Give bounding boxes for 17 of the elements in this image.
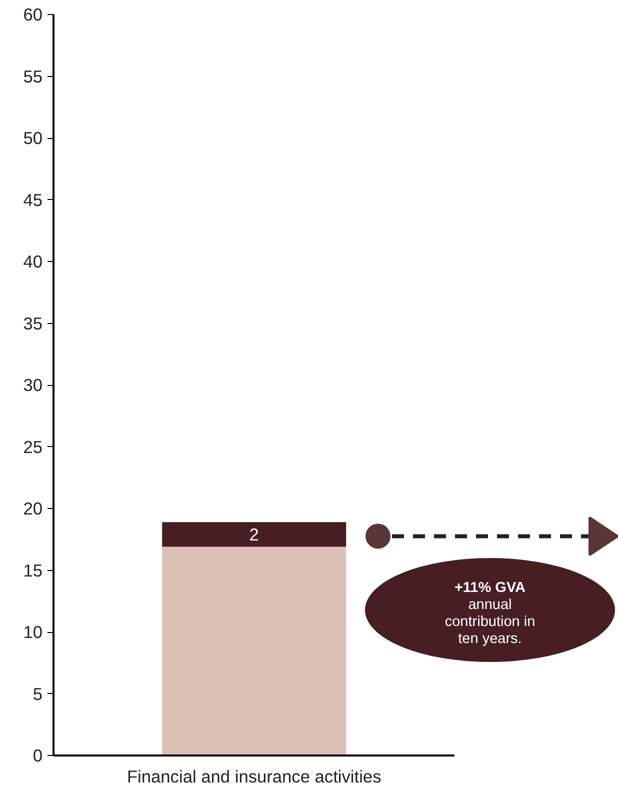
x-tick-label: Financial and insurance activities	[126, 766, 382, 786]
y-tick-label: 45	[23, 190, 43, 210]
y-tick-label: 0	[32, 746, 43, 766]
y-tick-label: 20	[23, 498, 43, 518]
y-tick-label: 50	[23, 128, 43, 148]
y-tick-label: 10	[23, 622, 43, 642]
y-tick-label: 30	[23, 375, 43, 395]
y-tick-label: 5	[32, 684, 43, 704]
annotation: +11% GVA	[453, 580, 527, 597]
y-tick-label: 60	[23, 4, 43, 24]
y-tick-label: 15	[23, 560, 43, 580]
y-tick-label: 40	[23, 252, 43, 272]
y-tick-label: 25	[23, 436, 43, 457]
y-tick-label: 35	[23, 313, 43, 334]
data-label: 2	[249, 524, 259, 544]
annotation: annual contribution in ten years.	[444, 597, 536, 648]
y-tick-label: 55	[23, 66, 43, 86]
